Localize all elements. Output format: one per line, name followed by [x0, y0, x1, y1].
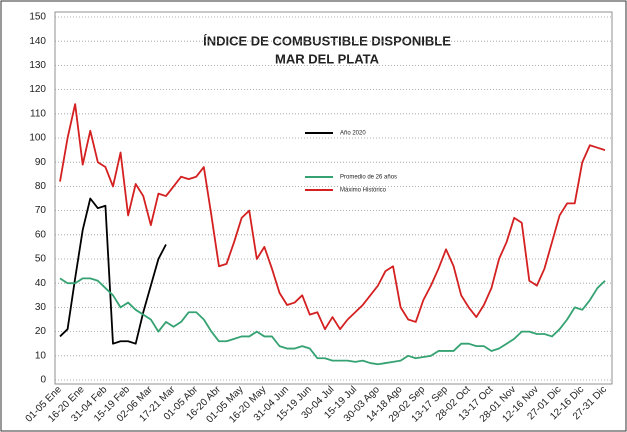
y-tick-label: 40: [35, 278, 47, 289]
y-tick-label: 140: [29, 36, 46, 47]
series-line: [59, 277, 606, 366]
y-tick-label: 110: [30, 108, 46, 119]
y-tick-label: 30: [35, 302, 47, 313]
y-tick-label: 80: [35, 181, 47, 192]
y-tick-label: 100: [29, 133, 46, 144]
y-tick-label: 50: [35, 254, 47, 265]
chart-title: ÍNDICE DE COMBUSTIBLE DISPONIBLE: [203, 33, 451, 48]
y-tick-label: 10: [35, 350, 47, 361]
y-tick-label: 0: [40, 375, 46, 386]
plot-frame: [54, 11, 613, 385]
y-tick-label: 120: [29, 84, 46, 95]
chart-subtitle: MAR DEL PLATA: [275, 51, 380, 66]
series-line: [59, 197, 167, 345]
legend-label: Máximo Histórico: [340, 188, 387, 194]
legend-label: Año 2020: [340, 131, 366, 137]
y-tick-label: 20: [35, 326, 47, 337]
y-tick-label: 150: [29, 12, 46, 23]
y-tick-label: 70: [35, 205, 47, 216]
legend-label: Promedio de 26 años: [340, 175, 397, 181]
y-tick-label: 90: [35, 157, 47, 168]
y-tick-label: 130: [29, 60, 46, 71]
series-line: [59, 103, 606, 331]
y-tick-label: 60: [35, 229, 47, 240]
